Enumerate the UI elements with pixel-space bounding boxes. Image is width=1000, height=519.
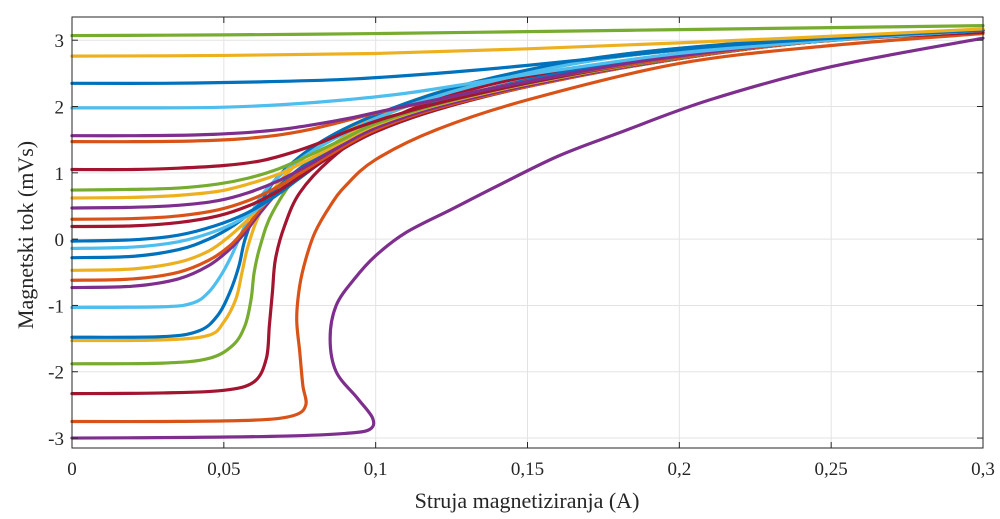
tick-marks [71, 17, 984, 448]
x-tick-label: 0,2 [667, 459, 691, 480]
y-tick-label: -3 [48, 429, 64, 450]
x-tick-label: 0 [67, 459, 77, 480]
y-tick-label: -1 [48, 296, 64, 317]
y-tick-label: 0 [55, 230, 65, 251]
series-line-23 [70, 28, 985, 86]
x-tick-labels: 0 0,05 0,1 0,15 0,2 0,25 0,3 [67, 459, 995, 480]
y-tick-label: 1 [55, 164, 65, 185]
x-tick-label: 0,1 [364, 459, 388, 480]
y-tick-label: -2 [48, 363, 64, 384]
y-tick-labels: -3 -2 -1 0 1 2 3 [48, 31, 64, 450]
series-group [70, 24, 985, 440]
x-tick-label: 0,05 [207, 459, 240, 480]
series-line-22 [70, 28, 985, 110]
series-line-1 [70, 36, 985, 440]
x-tick-label: 0,15 [511, 459, 544, 480]
series-line-2 [70, 31, 985, 424]
x-tick-label: 0,3 [971, 459, 995, 480]
y-tick-label: 3 [55, 31, 65, 52]
x-axis-label: Struja magnetiziranja (A) [415, 488, 640, 513]
y-axis-label: Magnetski tok (mVs) [13, 141, 38, 329]
series-line-24 [70, 27, 985, 58]
y-tick-label: 2 [55, 98, 65, 119]
x-tick-label: 0,25 [815, 459, 848, 480]
series-line-25 [70, 24, 985, 38]
